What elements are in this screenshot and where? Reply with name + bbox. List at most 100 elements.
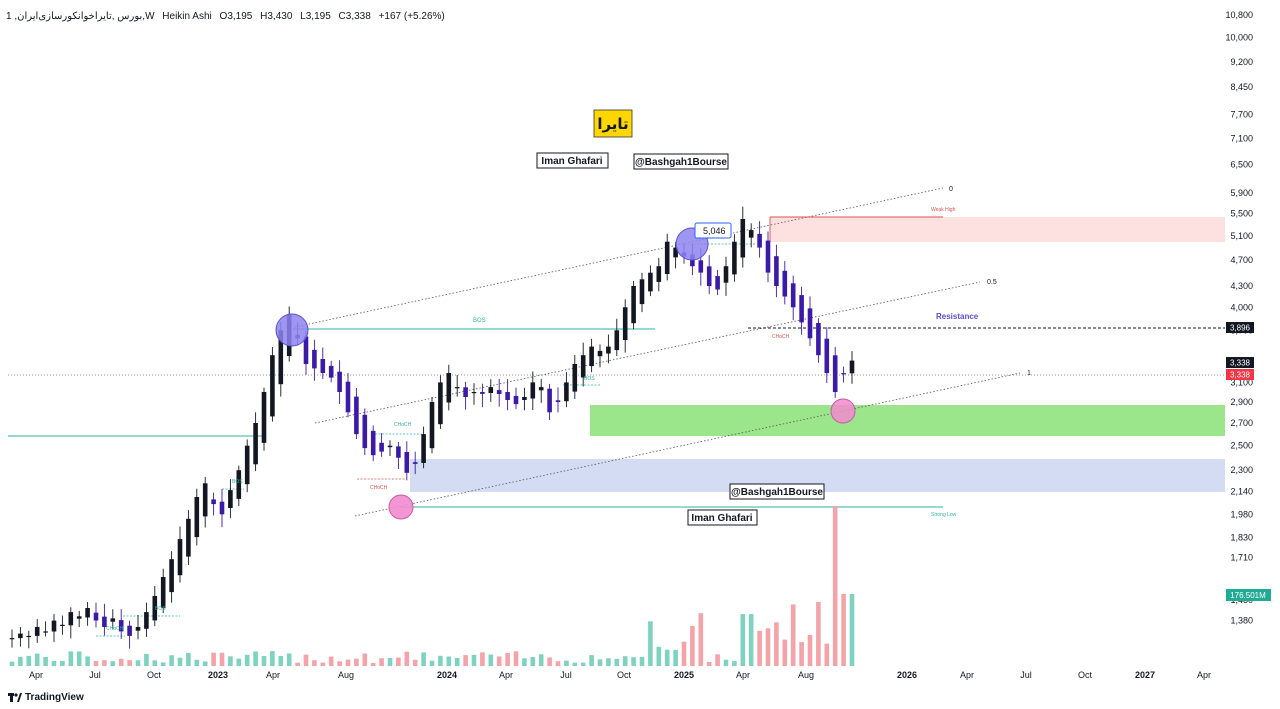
candle-body bbox=[379, 442, 384, 452]
candle-body bbox=[312, 349, 317, 369]
candle-body bbox=[597, 350, 603, 357]
symbol-label[interactable]: 1 ,بورس ,تایراخوانکورسازی‌ایران,W bbox=[6, 11, 155, 22]
x-tick-label: Oct bbox=[617, 670, 632, 680]
y-tick-label: 2,500 bbox=[1230, 441, 1253, 451]
x-tick-label: 2026 bbox=[897, 670, 917, 680]
candle-body bbox=[219, 501, 225, 515]
volume-bar bbox=[421, 652, 426, 666]
choch-label-4: CHoCH bbox=[772, 334, 790, 340]
volume-bar bbox=[580, 662, 586, 666]
x-tick-label: Jul bbox=[1020, 670, 1032, 680]
volume-bar bbox=[68, 651, 74, 666]
candle-body bbox=[236, 470, 242, 499]
candle-body bbox=[463, 387, 468, 397]
volume-bar bbox=[664, 649, 670, 666]
x-tick-label: Jul bbox=[89, 670, 101, 680]
candle-body bbox=[278, 330, 284, 385]
candle-body bbox=[169, 559, 174, 593]
volume-bar bbox=[530, 657, 536, 666]
volume-bar bbox=[295, 662, 300, 666]
volume-bar bbox=[631, 657, 636, 666]
volume-bar bbox=[51, 661, 57, 666]
strong-low-label: Strong Low bbox=[931, 512, 957, 518]
volume-bar bbox=[698, 613, 704, 666]
y-tick-label: 1,710 bbox=[1230, 552, 1253, 562]
volume-bar bbox=[76, 651, 82, 666]
candle-body bbox=[438, 382, 443, 425]
high-value: H3,430 bbox=[260, 11, 293, 22]
volume-bar bbox=[396, 657, 401, 666]
handle-label-top: @Bashgah1Bourse bbox=[635, 157, 727, 168]
y-tick-label: 5,500 bbox=[1230, 209, 1253, 219]
choch-label-2: CHoCH bbox=[370, 485, 388, 491]
x-tick-label: Apr bbox=[499, 670, 513, 680]
candle-body bbox=[454, 387, 460, 389]
time-axis[interactable]: Apr Jul Oct 2023 Apr Aug 2024 Apr Jul Oct 2025 Apr A… bbox=[29, 670, 1211, 680]
y-tick-label: 9,200 bbox=[1230, 57, 1253, 67]
top-circle-2023[interactable] bbox=[275, 313, 309, 347]
volume-bar bbox=[404, 651, 410, 666]
candle-body bbox=[748, 230, 754, 238]
volume-bar bbox=[337, 661, 342, 666]
candle-body bbox=[664, 241, 670, 274]
volume-bar bbox=[362, 653, 368, 666]
volume-bar bbox=[522, 658, 527, 666]
y-tick-label: 4,000 bbox=[1230, 302, 1253, 312]
bos-label-2: BOS bbox=[584, 376, 595, 382]
y-tick-label: 6,500 bbox=[1230, 159, 1253, 169]
candle-body bbox=[471, 392, 477, 394]
bottom-circle-2025[interactable] bbox=[830, 398, 856, 424]
tradingview-text: TradingView bbox=[25, 692, 84, 703]
support-zone bbox=[590, 405, 1225, 436]
candle-body bbox=[110, 618, 116, 622]
x-tick-label: 2027 bbox=[1135, 670, 1155, 680]
candle-body bbox=[480, 392, 485, 394]
candle-body bbox=[824, 338, 830, 374]
candle-body bbox=[698, 260, 704, 273]
candle-body bbox=[26, 635, 32, 638]
bottom-circle-2023[interactable] bbox=[388, 494, 414, 520]
y-tick-label: 1,980 bbox=[1230, 509, 1253, 519]
price-axis[interactable]: 10,800 10,000 9,200 8,450 7,700 7,100 6,500 5,9… bbox=[1225, 10, 1253, 626]
peak-label-box bbox=[694, 222, 732, 239]
tradingview-logo[interactable]: TradingView bbox=[8, 692, 84, 703]
candle-body bbox=[85, 608, 90, 618]
candle-body bbox=[337, 371, 342, 392]
candle-body bbox=[60, 624, 65, 626]
author-box-bottom bbox=[687, 509, 758, 526]
volume-bar bbox=[152, 660, 158, 666]
y-tick-label: 5,900 bbox=[1230, 188, 1253, 198]
volume-bar bbox=[312, 660, 317, 666]
candle-body bbox=[303, 336, 309, 364]
volume-bar bbox=[202, 661, 208, 666]
ticker-badge-box bbox=[593, 109, 633, 138]
volume-bar bbox=[463, 655, 468, 666]
volume-bar bbox=[286, 653, 292, 666]
open-value: O3,195 bbox=[219, 11, 253, 22]
volume-bar bbox=[236, 658, 242, 666]
candle-body bbox=[639, 279, 645, 305]
bos-label-3: BOS bbox=[232, 479, 243, 485]
candle-body bbox=[799, 295, 804, 323]
candle-body bbox=[76, 616, 82, 619]
volume-bar bbox=[656, 646, 662, 666]
volume-bar bbox=[446, 656, 452, 666]
candle-body bbox=[370, 430, 376, 456]
volume-bar bbox=[370, 663, 376, 666]
candle-body bbox=[421, 434, 426, 463]
volume-bar bbox=[648, 621, 653, 666]
volume-bar bbox=[782, 639, 788, 666]
volume-bar bbox=[480, 652, 485, 666]
close-price-badge: 3,338 bbox=[1230, 371, 1251, 380]
candle-body bbox=[202, 483, 208, 517]
candle-body bbox=[261, 392, 267, 443]
candle-body bbox=[118, 620, 124, 632]
tradingview-icon bbox=[8, 693, 22, 702]
volume-bar bbox=[681, 641, 687, 666]
low-value: L3,195 bbox=[300, 11, 331, 22]
y-tick-label: 4,300 bbox=[1230, 281, 1253, 291]
x-tick-label: Apr bbox=[736, 670, 750, 680]
candle-body bbox=[589, 346, 594, 367]
bos-label-main: BOS bbox=[473, 318, 486, 324]
